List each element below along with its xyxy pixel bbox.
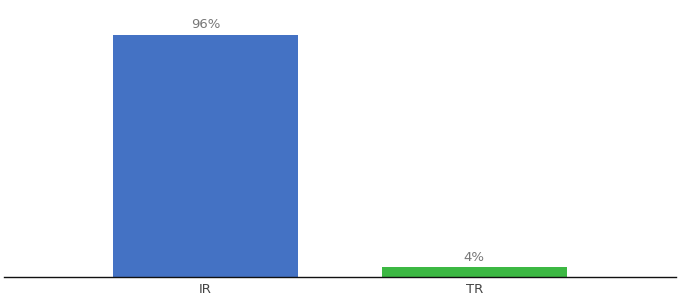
Bar [114,34,298,277]
Text: 96%: 96% [191,19,220,32]
Text: 4%: 4% [464,251,485,264]
Bar [382,267,566,277]
